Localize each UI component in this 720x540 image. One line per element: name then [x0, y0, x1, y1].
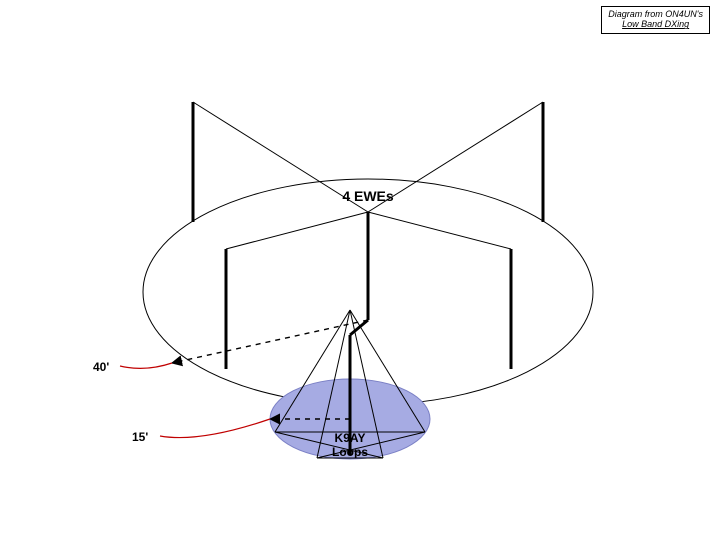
- label-4-ewes: 4 EWEs: [342, 188, 393, 204]
- label-k9ay-line2: Loops: [332, 445, 368, 459]
- dimension-15ft: 15': [132, 430, 148, 444]
- label-k9ay-line1: K9AY: [335, 431, 366, 445]
- antenna-diagram: { "canvas": { "w": 720, "h": 540, "bg": …: [0, 0, 720, 540]
- dimension-40ft: 40': [93, 360, 109, 374]
